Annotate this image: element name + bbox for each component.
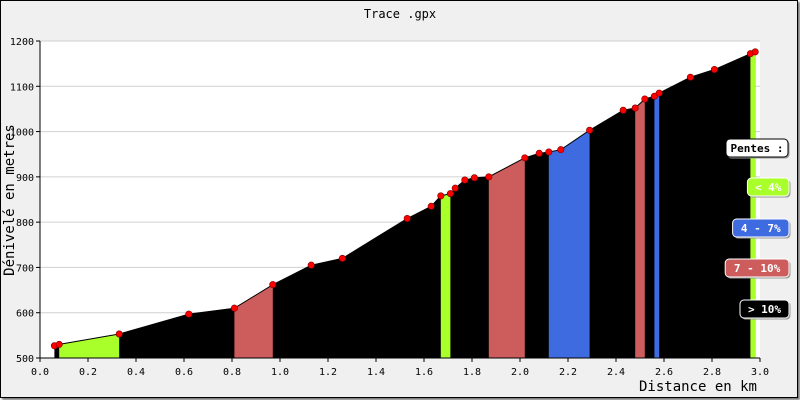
slope-segment: [654, 93, 660, 358]
slope-segment: [59, 333, 120, 358]
profile-point: [55, 340, 63, 348]
y-tick-label: 1200: [10, 37, 34, 48]
x-tick-label: 1.8: [463, 367, 481, 378]
slope-segment: [488, 157, 525, 358]
profile-point: [446, 190, 454, 198]
y-axis-label: Dénivelé en metres: [2, 124, 18, 276]
profile-point: [535, 149, 543, 157]
x-tick-label: 1.0: [271, 367, 289, 378]
legend-item-label: < 4%: [755, 181, 782, 194]
x-tick-label: 0.2: [79, 367, 97, 378]
y-tick-label: 700: [16, 263, 34, 274]
x-tick-label: 2.8: [703, 367, 721, 378]
x-tick-label: 1.4: [367, 367, 385, 378]
profile-point: [307, 261, 315, 269]
profile-point: [655, 89, 663, 97]
x-tick-label: 0.0: [31, 367, 49, 378]
x-tick-label: 1.6: [415, 367, 433, 378]
legend-item-swatch: [746, 177, 790, 197]
profile-point: [710, 66, 718, 74]
profile-point: [427, 202, 435, 210]
x-tick-label: 2.4: [607, 367, 625, 378]
profile-point: [586, 126, 594, 134]
profile-point: [269, 281, 277, 289]
y-tick-label: 500: [16, 354, 34, 365]
x-tick-label: 0.4: [127, 367, 145, 378]
legend-item-label: 7 - 10%: [734, 262, 781, 275]
profile-point: [470, 174, 478, 182]
legend-item-swatch: [724, 258, 790, 278]
legend-item-label: 4 - 7%: [741, 222, 781, 235]
slope-segment: [234, 284, 273, 358]
x-axis-label: Distance en km: [639, 379, 757, 395]
legend-item-swatch: [739, 299, 790, 319]
profile-point: [619, 106, 627, 114]
x-tick-label: 2.0: [511, 367, 529, 378]
x-tick-label: 2.2: [559, 367, 577, 378]
profile-point: [230, 304, 238, 312]
profile-point: [115, 330, 123, 338]
legend-title-box: [725, 138, 789, 158]
y-tick-label: 1000: [10, 128, 34, 139]
x-tick-label: 0.6: [175, 367, 193, 378]
slope-segment: [548, 130, 590, 358]
profile-point: [631, 104, 639, 112]
profile-point: [437, 192, 445, 200]
chart-title: Trace .gpx: [364, 7, 436, 21]
y-tick-label: 600: [16, 309, 34, 320]
x-tick-label: 0.8: [223, 367, 241, 378]
slope-segment: [635, 98, 645, 359]
profile-point: [185, 310, 193, 318]
profile-point: [485, 173, 493, 181]
profile-point: [650, 92, 658, 100]
slope-segment: [440, 193, 451, 358]
profile-point: [686, 73, 694, 81]
profile-point: [338, 254, 346, 262]
y-tick-label: 900: [16, 173, 34, 184]
profile-point: [521, 154, 529, 162]
slope-segment: [750, 51, 756, 359]
profile-point: [461, 176, 469, 184]
x-tick-label: 1.2: [319, 367, 337, 378]
profile-point: [751, 48, 759, 56]
legend-item-label: > 10%: [748, 303, 781, 316]
legend-item-swatch: [732, 218, 790, 238]
x-tick-label: 3.0: [751, 367, 769, 378]
y-tick-label: 800: [16, 218, 34, 229]
legend-title: Pentes :: [731, 142, 784, 155]
y-tick-label: 1100: [10, 82, 34, 93]
profile-point: [545, 148, 553, 156]
x-tick-label: 2.6: [655, 367, 673, 378]
profile-point: [451, 184, 459, 192]
profile-point: [641, 95, 649, 103]
profile-point: [557, 146, 565, 154]
profile-point: [403, 215, 411, 223]
legend: Pentes : < 4% 4 - 7% 7 - 10% > 10%: [724, 138, 791, 320]
